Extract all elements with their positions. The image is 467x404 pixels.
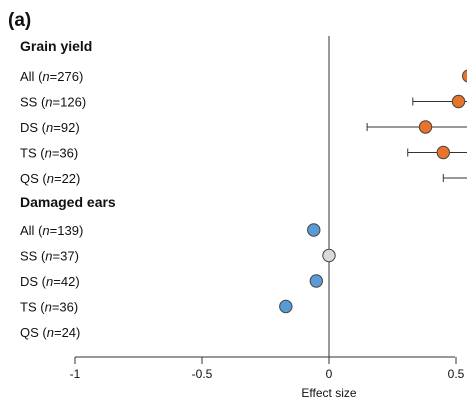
row-label-n-value: 139: [57, 223, 79, 238]
row-label: All (n=276): [20, 69, 83, 84]
row-label-n-value: 276: [57, 69, 79, 84]
row-label-open-paren: (: [39, 171, 48, 186]
row-label-n-value: 36: [59, 300, 73, 315]
x-tick-label: 0: [326, 367, 333, 381]
row-label-n-symbol: n: [45, 146, 52, 161]
x-tick-label: 0.5: [448, 367, 465, 381]
x-axis-label: Effect size: [301, 386, 356, 400]
row-label: DS (n=92): [20, 120, 80, 135]
x-tick-label: -1: [70, 367, 81, 381]
row-label-close-paren: ): [76, 325, 80, 340]
row-label-n-value: 36: [59, 146, 73, 161]
row-label-text: QS: [20, 171, 39, 186]
x-axis: -2.5-2-1-0.500.5: [70, 356, 465, 381]
row-label: SS (n=37): [20, 249, 79, 264]
row-label-close-paren: ): [75, 249, 79, 264]
group-title: Damaged ears: [20, 194, 116, 210]
row-label: TS (n=36): [20, 146, 78, 161]
x-tick-label: -0.5: [192, 367, 213, 381]
row-label-n-value: 126: [60, 95, 82, 110]
row-label-open-paren: (: [38, 120, 47, 135]
data-point: [309, 274, 323, 288]
data-point: [451, 94, 466, 109]
row-label-n-value: 22: [62, 171, 76, 186]
panel-label: (a): [8, 10, 31, 31]
row-label-text: SS: [20, 249, 38, 264]
row-label-text: SS: [20, 95, 38, 110]
row-label-equals: =: [52, 146, 60, 161]
row-label: DS (n=42): [20, 274, 80, 289]
row-label: TS (n=36): [20, 300, 78, 315]
row-label-n-symbol: n: [47, 171, 54, 186]
row-label-close-paren: ): [79, 69, 83, 84]
row-label-n-symbol: n: [45, 300, 52, 315]
row-label-equals: =: [50, 69, 58, 84]
row-label: All (n=139): [20, 223, 83, 238]
row-label-equals: =: [53, 120, 61, 135]
row-label-close-paren: ): [75, 274, 79, 289]
row-label-equals: =: [53, 95, 61, 110]
row-label: QS (n=24): [20, 325, 80, 340]
data-point: [307, 223, 321, 237]
row-label-n-value: 42: [61, 274, 75, 289]
row-label-n-symbol: n: [46, 120, 53, 135]
row-label-equals: =: [52, 300, 60, 315]
row-label-text: All: [20, 223, 35, 238]
row-label-open-paren: (: [39, 325, 48, 340]
row-label-open-paren: (: [37, 95, 46, 110]
row-label-equals: =: [53, 249, 61, 264]
row-label-open-paren: (: [37, 146, 46, 161]
row-label: SS (n=126): [20, 95, 86, 110]
row-label-open-paren: (: [38, 274, 47, 289]
data-point: [436, 145, 450, 160]
row-label-equals: =: [54, 325, 62, 340]
row-label-n-value: 92: [61, 120, 75, 135]
row-label-equals: =: [50, 223, 58, 238]
row-label-close-paren: ): [75, 120, 79, 135]
row-label-close-paren: ): [82, 95, 86, 110]
row-label-text: QS: [20, 325, 39, 340]
row-label-open-paren: (: [37, 249, 46, 264]
row-label-open-paren: (: [37, 300, 46, 315]
row-label-close-paren: ): [76, 171, 80, 186]
row-label-equals: =: [54, 171, 62, 186]
row-label-close-paren: ): [74, 300, 78, 315]
row-label-n-value: 37: [60, 249, 74, 264]
data-point: [279, 299, 293, 314]
row-label-text: TS: [20, 146, 37, 161]
group-title: Grain yield: [20, 38, 92, 54]
data-point: [462, 69, 467, 83]
row-label-open-paren: (: [34, 223, 43, 238]
row-label: QS (n=22): [20, 171, 80, 186]
row-label-n-symbol: n: [42, 223, 49, 238]
row-label-close-paren: ): [79, 223, 83, 238]
row-label-text: All: [20, 69, 35, 84]
row-label-n-value: 24: [62, 325, 76, 340]
row-label-equals: =: [53, 274, 61, 289]
row-label-text: TS: [20, 300, 37, 315]
row-label-text: DS: [20, 274, 38, 289]
marks-layer: [279, 36, 467, 357]
row-label-n-symbol: n: [42, 69, 49, 84]
row-label-n-symbol: n: [47, 325, 54, 340]
row-label-n-symbol: n: [45, 249, 52, 264]
row-label-n-symbol: n: [45, 95, 52, 110]
row-label-n-symbol: n: [46, 274, 53, 289]
data-point: [418, 120, 433, 134]
data-point: [322, 248, 336, 263]
row-label-text: DS: [20, 120, 38, 135]
row-label-open-paren: (: [34, 69, 43, 84]
row-label-close-paren: ): [74, 146, 78, 161]
